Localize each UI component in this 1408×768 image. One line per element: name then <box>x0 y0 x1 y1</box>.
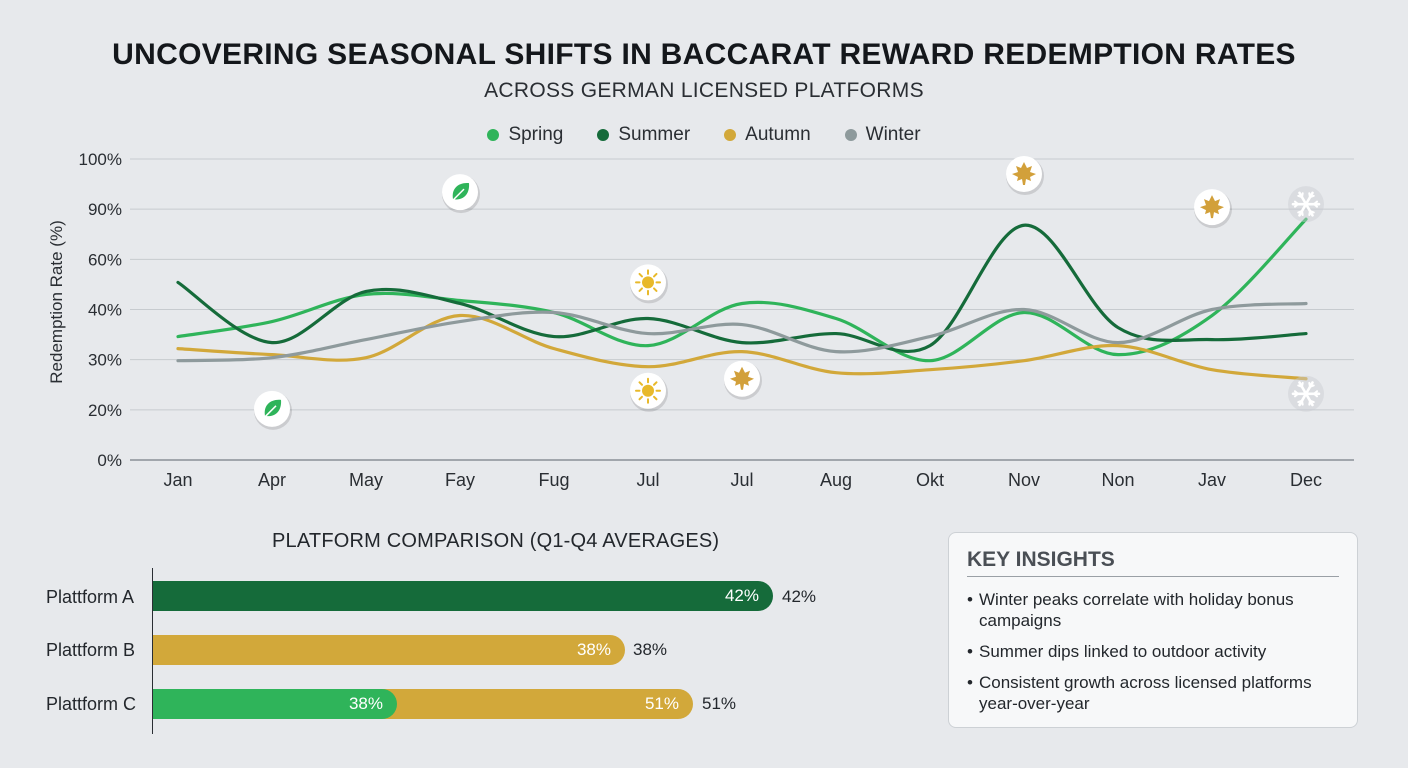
x-tick-label: Jul <box>636 470 659 490</box>
key-insights-divider <box>967 576 1339 577</box>
y-tick-label: 60% <box>88 250 122 269</box>
series-line-summer[interactable] <box>176 223 1308 353</box>
bar-inner-label-a: 42% <box>724 586 759 605</box>
y-tick-label: 100% <box>79 150 122 169</box>
sun-icon <box>630 372 668 412</box>
legend: Spring Summer Autumn Winter <box>0 124 1408 146</box>
y-axis-label: Redemption Rate (%) <box>47 220 66 383</box>
insight-item: • Summer dips linked to outdoor activity <box>967 642 1267 661</box>
bullet-icon: • <box>967 673 973 692</box>
legend-label-spring: Spring <box>508 124 564 145</box>
series-line-winter[interactable] <box>176 301 1308 363</box>
legend-item-winter[interactable]: Winter <box>844 124 921 146</box>
chart-title: UNCOVERING SEASONAL SHIFTS IN BACCARAT R… <box>112 38 1296 71</box>
legend-item-summer[interactable]: Summer <box>597 124 690 146</box>
y-axis-ticks: 0% 20% 30% 40% 60% 90% 100% <box>79 150 122 470</box>
x-tick-label: Nov <box>1008 470 1040 490</box>
key-insights-panel: KEY INSIGHTS • Winter peaks correlate wi… <box>948 532 1358 728</box>
bar-label-platform-a: Plattform A <box>46 587 135 607</box>
x-tick-label: Fug <box>538 470 569 490</box>
bar-inner-label-c-green: 38% <box>348 694 383 713</box>
bar-platform-b[interactable]: 38% <box>153 635 625 665</box>
snowflake-icon <box>1288 375 1324 412</box>
bar-label-platform-c: Plattform C <box>46 694 137 714</box>
chart-season-markers <box>254 156 1324 430</box>
insight-item: • Consistent growth across licensed plat… <box>967 673 1312 713</box>
bar-value-c: 51% <box>702 694 737 713</box>
x-tick-label: Jav <box>1198 470 1226 490</box>
y-tick-label: 30% <box>88 351 122 370</box>
bar-value-a: 42% <box>782 587 817 606</box>
snowflake-icon <box>1288 186 1324 223</box>
legend-item-autumn[interactable]: Autumn <box>724 124 811 146</box>
legend-swatch-autumn <box>724 129 737 141</box>
x-axis-ticks: Jan Apr May Fay Fug Jul Jul Aug Okt Nov Non Jav Dec <box>163 470 1322 490</box>
chart-series <box>176 217 1308 381</box>
x-tick-label: Fay <box>445 470 475 490</box>
series-line-spring[interactable] <box>176 217 1308 363</box>
x-tick-label: Jan <box>163 470 192 490</box>
key-insights-title: KEY INSIGHTS <box>967 548 1115 571</box>
x-tick-label: Aug <box>820 470 852 490</box>
y-tick-label: 0% <box>97 451 122 470</box>
leaf-icon <box>442 174 480 214</box>
bar-value-b: 38% <box>633 640 668 659</box>
maple-leaf-icon <box>724 360 762 400</box>
y-tick-label: 90% <box>88 200 122 219</box>
bar-inner-label-c: 51% <box>644 694 679 713</box>
line-chart: 0% 20% 30% 40% 60% 90% 100% Jan Apr May Fay Fug Jul… <box>47 150 1354 490</box>
bar-label-platform-b: Plattform B <box>46 640 136 660</box>
maple-leaf-icon <box>1194 189 1232 229</box>
x-tick-label: Okt <box>916 470 944 490</box>
legend-swatch-summer <box>597 129 610 141</box>
legend-label-summer: Summer <box>618 124 691 145</box>
maple-leaf-icon <box>1006 156 1044 196</box>
bullet-icon: • <box>967 642 973 661</box>
legend-swatch-winter <box>844 129 857 141</box>
bullet-icon: • <box>967 590 973 609</box>
bar-platform-c-spring[interactable]: 38% <box>153 689 397 719</box>
y-tick-label: 20% <box>88 401 122 420</box>
legend-swatch-spring <box>487 129 500 141</box>
legend-label-autumn: Autumn <box>745 124 811 145</box>
series-line-autumn[interactable] <box>176 313 1308 381</box>
x-tick-label: Non <box>1101 470 1134 490</box>
x-tick-label: Jul <box>730 470 753 490</box>
leaf-icon <box>254 390 292 430</box>
x-tick-label: Apr <box>258 470 286 490</box>
bar-platform-a[interactable]: 42% <box>153 581 773 611</box>
chart-subtitle: ACROSS GERMAN LICENSED PLATFORMS <box>484 79 924 102</box>
x-tick-label: Dec <box>1290 470 1322 490</box>
sun-icon <box>630 264 668 304</box>
bar-inner-label-b: 38% <box>576 640 611 659</box>
bar-chart-title: PLATFORM COMPARISON (Q1-Q4 AVERAGES) <box>272 530 720 552</box>
bar-chart-axis <box>152 568 153 734</box>
x-tick-label: May <box>349 470 383 490</box>
insight-item: • Winter peaks correlate with holiday bo… <box>967 590 1294 630</box>
legend-label-winter: Winter <box>865 124 921 145</box>
legend-item-spring[interactable]: Spring <box>487 124 563 146</box>
y-tick-label: 40% <box>88 301 122 320</box>
